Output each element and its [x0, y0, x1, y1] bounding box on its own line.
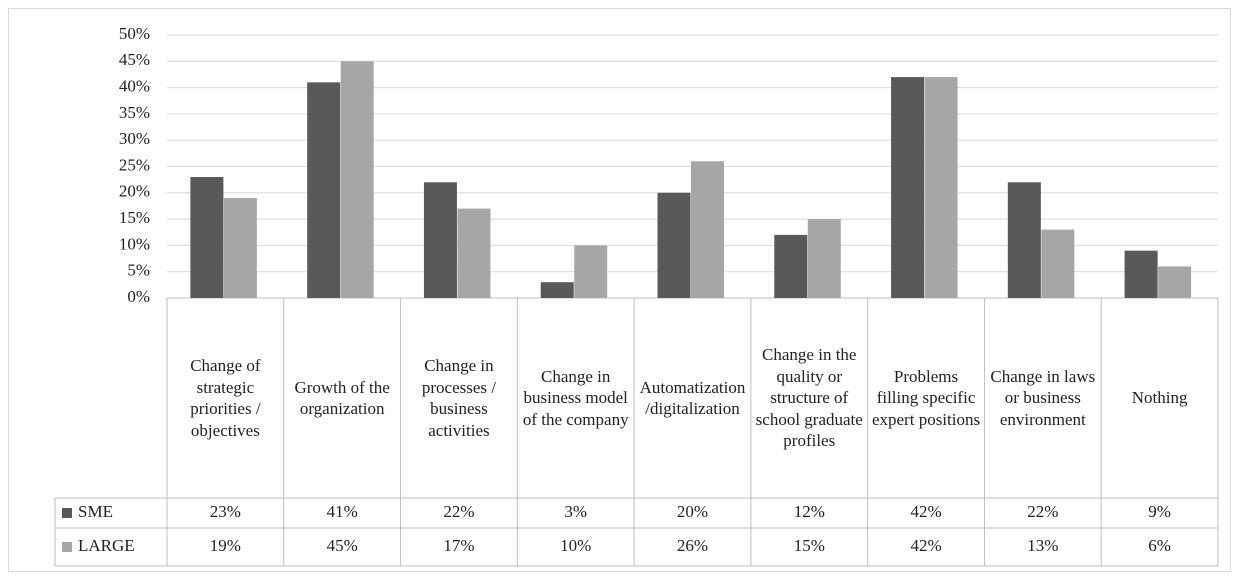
table-value: 12%	[794, 502, 825, 521]
bar	[1041, 229, 1075, 298]
y-tick-label: 0%	[127, 287, 150, 306]
y-tick-label: 40%	[119, 77, 150, 96]
bar	[691, 161, 724, 298]
legend-label: SME	[78, 502, 113, 521]
category-label: Change of strategic priorities / objecti…	[190, 356, 261, 440]
table-value: 26%	[677, 536, 708, 555]
bar	[223, 198, 257, 298]
chart-border	[8, 8, 1231, 572]
bar	[540, 282, 574, 298]
bar	[423, 182, 457, 298]
y-tick-label: 20%	[119, 182, 150, 201]
bar	[1007, 182, 1041, 298]
table-value: 15%	[794, 536, 825, 555]
table-value: 45%	[327, 536, 358, 555]
category-label: Change in business model of the company	[522, 366, 629, 429]
table-value: 22%	[443, 502, 474, 521]
category-label: Change in the quality or structure of sc…	[755, 345, 863, 451]
table-value: 42%	[910, 502, 941, 521]
category-label: Automatization/digitalization	[639, 377, 746, 419]
legend-label: LARGE	[78, 536, 135, 555]
y-tick-label: 25%	[119, 155, 150, 174]
legend-key	[62, 508, 72, 518]
category-label: Change in processes / business activitie…	[421, 356, 496, 440]
table-value: 22%	[1027, 502, 1058, 521]
bar	[307, 82, 341, 298]
y-tick-label: 30%	[119, 129, 150, 148]
legend-key	[62, 542, 72, 552]
bar	[807, 219, 841, 298]
table-value: 10%	[560, 536, 591, 555]
category-label: Nothing	[1131, 388, 1188, 408]
y-tick-label: 35%	[119, 103, 150, 122]
table-value: 19%	[210, 536, 241, 555]
category-label: Change in laws or business environment	[990, 366, 1096, 429]
y-tick-label: 5%	[127, 261, 150, 280]
bar	[657, 192, 691, 298]
table-value: 20%	[677, 502, 708, 521]
y-tick-label: 45%	[119, 50, 150, 69]
category-label: Problems filling specific expert positio…	[871, 366, 981, 429]
y-tick-label: 10%	[119, 234, 150, 253]
table-value: 3%	[564, 502, 587, 521]
table-value: 9%	[1148, 502, 1171, 521]
y-tick-label: 50%	[119, 24, 150, 43]
table-value: 17%	[443, 536, 474, 555]
y-tick-label: 15%	[119, 208, 150, 227]
bar	[1158, 266, 1192, 298]
bar	[340, 61, 374, 298]
table-value: 13%	[1027, 536, 1058, 555]
bar	[1124, 250, 1158, 298]
category-label: Growth of the organization	[294, 377, 390, 419]
bar	[457, 208, 491, 298]
bar	[891, 77, 925, 298]
table-value: 41%	[327, 502, 358, 521]
table-value: 42%	[910, 536, 941, 555]
table-value: 23%	[210, 502, 241, 521]
bar	[924, 77, 958, 298]
bar	[574, 245, 608, 298]
table-value: 6%	[1148, 536, 1171, 555]
bar	[774, 234, 808, 298]
bar	[190, 177, 224, 298]
